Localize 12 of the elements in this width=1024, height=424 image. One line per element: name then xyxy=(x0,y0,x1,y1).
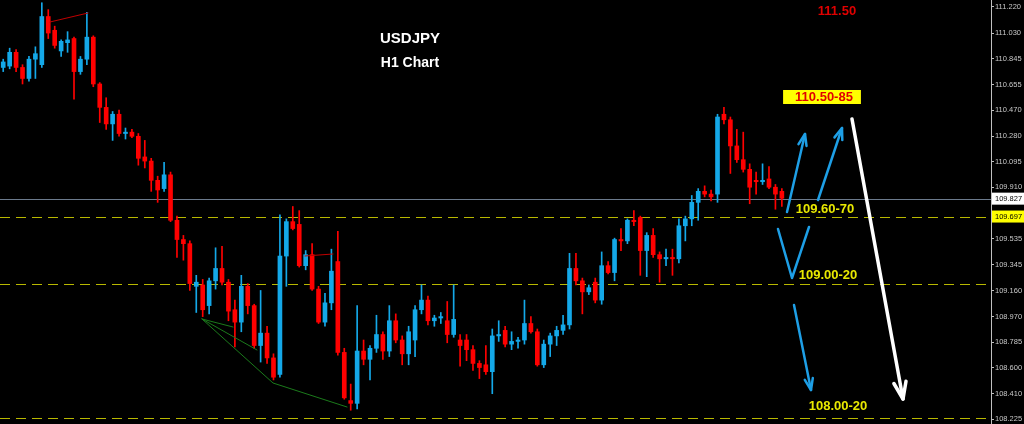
annotation: 108.00-20 xyxy=(808,398,868,414)
annotation: 111.50 xyxy=(817,2,857,18)
candlestick xyxy=(193,275,199,313)
candlestick xyxy=(496,320,502,342)
candlestick xyxy=(438,312,444,324)
candlestick xyxy=(483,345,489,375)
annotation: 109.00-20 xyxy=(798,267,858,283)
text: H1 Chart xyxy=(380,53,440,70)
annotation: 110.50-85 xyxy=(795,88,853,104)
text: USDJPY xyxy=(379,29,441,47)
annotation: 109.60-70 xyxy=(795,201,855,217)
candlestick xyxy=(348,383,354,411)
